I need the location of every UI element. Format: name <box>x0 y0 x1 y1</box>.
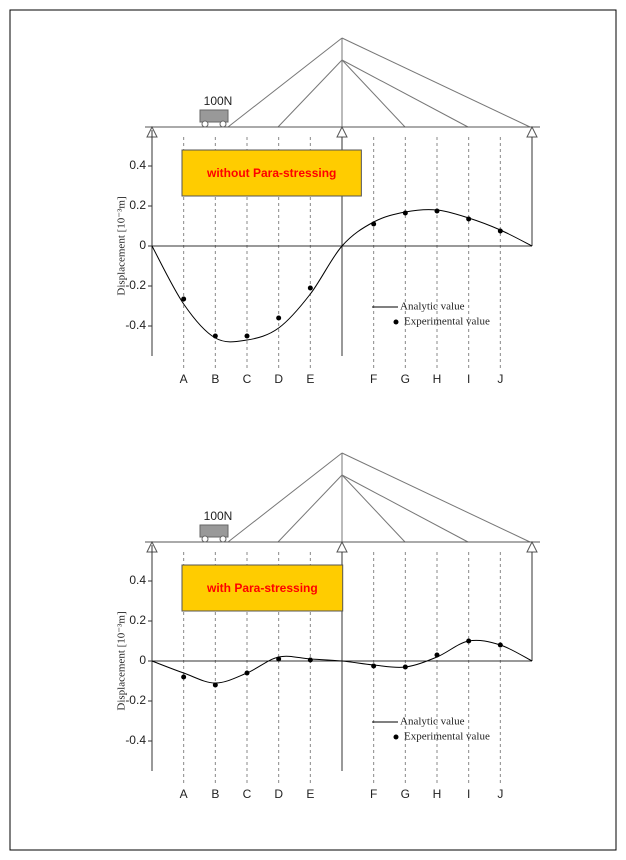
y-tick-label: 0 <box>139 653 146 667</box>
x-tick-label: D <box>274 787 283 801</box>
legend-label: Analytic value <box>400 716 465 728</box>
x-tick-label: B <box>211 372 219 386</box>
experimental-point <box>212 682 218 688</box>
experimental-point <box>466 216 472 222</box>
y-tick-label: 0 <box>139 238 146 252</box>
experimental-point <box>181 674 187 680</box>
experimental-point <box>276 315 282 321</box>
chart: 100N A B C D E F G H I J 0.4 0.2 0 -0.2 -0.4 Displacemen… <box>116 37 540 386</box>
experimental-point <box>402 664 408 670</box>
y-tick-label: 0.2 <box>129 198 146 212</box>
x-tick-label: B <box>211 787 219 801</box>
legend-label: Experimental value <box>404 731 490 743</box>
x-tick-label: E <box>306 787 314 801</box>
experimental-point <box>497 228 503 234</box>
load-car <box>199 524 229 538</box>
chart-title: with Para-stressing <box>206 581 318 595</box>
x-tick-label: J <box>497 787 503 801</box>
experimental-point <box>307 657 313 663</box>
chart-title: without Para-stressing <box>206 166 336 180</box>
structure-line <box>341 59 469 128</box>
structure-line <box>227 452 343 543</box>
x-tick-label: E <box>306 372 314 386</box>
y-tick-label: -0.4 <box>125 733 146 747</box>
wheel <box>201 120 209 128</box>
y-tick-label: -0.2 <box>125 278 146 292</box>
experimental-point <box>466 638 472 644</box>
x-tick-label: C <box>243 372 252 386</box>
x-tick-label: G <box>401 372 410 386</box>
experimental-point <box>244 333 250 339</box>
load-label: 100N <box>204 509 233 523</box>
structure-line <box>341 474 406 543</box>
structure-line <box>341 452 531 543</box>
frame <box>9 9 617 851</box>
load-car <box>199 109 229 123</box>
x-tick-label: G <box>401 787 410 801</box>
structure-line <box>277 474 343 543</box>
x-tick-label: F <box>370 372 377 386</box>
legend-marker <box>393 319 399 325</box>
x-tick-label: I <box>467 372 470 386</box>
experimental-point <box>244 670 250 676</box>
y-tick-label: 0.2 <box>129 613 146 627</box>
y-tick-label: -0.4 <box>125 318 146 332</box>
structure-line <box>227 37 343 128</box>
y-tick-label: 0.4 <box>129 573 146 587</box>
chart: 100N A B C D E F G H I J 0.4 0.2 0 -0.2 -0.4 Displacemen… <box>116 452 540 801</box>
legend-marker <box>393 734 399 740</box>
structure-line <box>341 474 469 543</box>
wheel <box>219 535 227 543</box>
structure-line <box>341 37 531 128</box>
wheel <box>219 120 227 128</box>
y-tick-label: 0.4 <box>129 158 146 172</box>
experimental-point <box>371 663 377 669</box>
title-box <box>181 149 362 197</box>
load-label: 100N <box>204 94 233 108</box>
experimental-point <box>434 652 440 658</box>
x-tick-label: A <box>180 787 188 801</box>
experimental-point <box>402 210 408 216</box>
wheel <box>201 535 209 543</box>
title-box <box>181 564 344 612</box>
experimental-point <box>276 656 282 662</box>
structure-line <box>277 59 343 128</box>
experimental-point <box>212 333 218 339</box>
x-tick-label: H <box>433 787 442 801</box>
y-axis-label: Displacement [10⁻³m] <box>116 196 128 295</box>
x-tick-label: A <box>180 372 188 386</box>
legend-label: Analytic value <box>400 301 465 313</box>
x-tick-label: I <box>467 787 470 801</box>
y-axis-label: Displacement [10⁻³m] <box>116 611 128 710</box>
experimental-point <box>181 296 187 302</box>
experimental-point <box>497 642 503 648</box>
x-tick-label: J <box>497 372 503 386</box>
x-tick-label: D <box>274 372 283 386</box>
experimental-point <box>307 285 313 291</box>
x-tick-label: F <box>370 787 377 801</box>
x-tick-label: H <box>433 372 442 386</box>
structure-line <box>341 59 406 128</box>
y-tick-label: -0.2 <box>125 693 146 707</box>
experimental-point <box>434 208 440 214</box>
x-tick-label: C <box>243 787 252 801</box>
experimental-point <box>371 221 377 227</box>
legend-label: Experimental value <box>404 316 490 328</box>
